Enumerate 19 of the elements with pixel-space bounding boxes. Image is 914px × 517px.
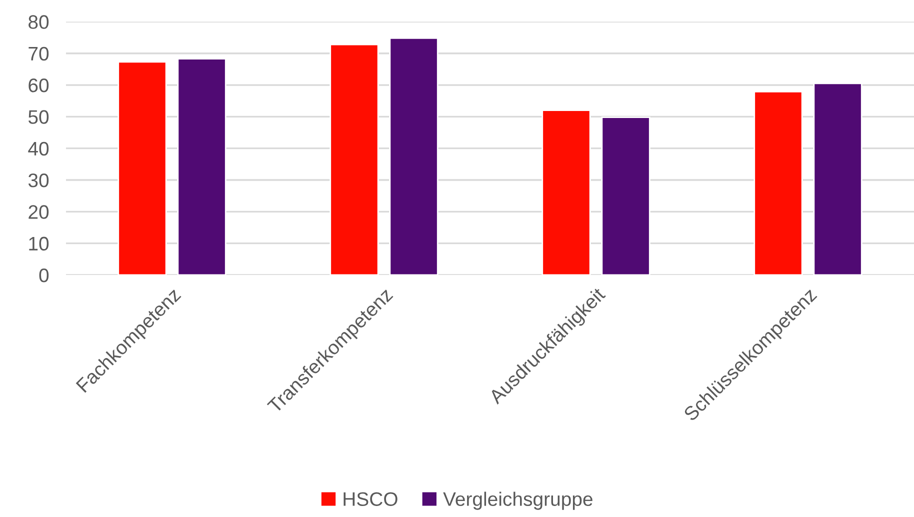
bar xyxy=(118,61,167,275)
y-tick-label: 20 xyxy=(28,205,49,219)
y-tick-label: 50 xyxy=(28,110,49,124)
legend-label: Vergleichsgruppe xyxy=(443,492,592,510)
bar xyxy=(601,116,650,275)
bar xyxy=(754,90,803,275)
bar xyxy=(813,82,862,275)
bar xyxy=(542,110,591,275)
y-tick-label: 10 xyxy=(29,236,49,251)
y-tick-label: 30 xyxy=(28,173,49,188)
legend-label: HSCO xyxy=(344,492,398,506)
y-tick-label: 70 xyxy=(28,46,49,61)
bar xyxy=(177,58,226,275)
bar xyxy=(389,37,438,275)
y-tick-label: 40 xyxy=(28,142,49,156)
y-tick-label: 0 xyxy=(39,268,49,282)
y-tick-label: 60 xyxy=(28,78,49,92)
y-tick-label: 80 xyxy=(28,15,49,29)
bar xyxy=(330,44,379,275)
